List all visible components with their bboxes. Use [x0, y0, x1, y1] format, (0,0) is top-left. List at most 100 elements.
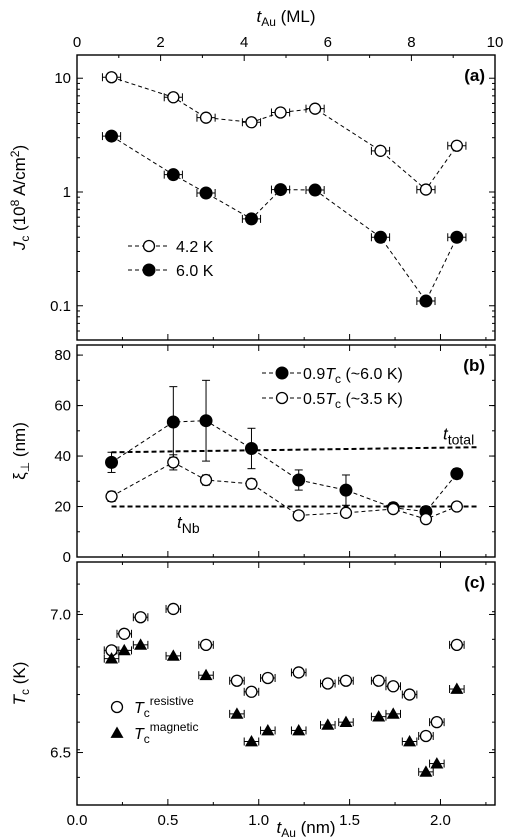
- panel-a-series-0-point: [374, 144, 387, 157]
- panel-b-series-0-point: [166, 415, 180, 429]
- y-tick-label: 6.5: [50, 745, 71, 762]
- panel-a-series-0-line: [111, 76, 458, 191]
- y-tick-label: 40: [54, 448, 71, 465]
- panel-b-legend-marker-0: [275, 366, 289, 380]
- panel-c-series-1-point: [117, 643, 131, 656]
- panel-c-series-1-point: [419, 765, 433, 777]
- panel-c-series-0-point: [118, 627, 131, 640]
- panel-b-series-1-point: [387, 502, 400, 516]
- top-x-tick-label: 2: [156, 34, 164, 51]
- panel-c-series-0-point: [292, 666, 305, 679]
- panel-c-legend-marker-0: [110, 700, 124, 714]
- panel-b-series-1-point: [105, 490, 118, 503]
- panel-b-legend-label-0: 0.9Tc (~6.0 K): [303, 366, 403, 386]
- panel-c-series-1-point: [134, 638, 148, 650]
- panel-c-frame: [76, 561, 496, 806]
- panel-b-reference-line-0: [111, 446, 477, 454]
- y-tick-label: 0.1: [50, 298, 71, 315]
- panel-c-series-0-point: [261, 671, 274, 685]
- panel-a-series-1-point: [166, 168, 180, 182]
- top-x-tick-label: 10: [487, 34, 504, 51]
- panel-b-series-1-point: [450, 500, 463, 513]
- panel-a-legend-label-0: 4.2 K: [176, 239, 214, 256]
- panel-b-legend-marker-1: [275, 391, 289, 405]
- panel-b-series-1-point: [419, 512, 433, 526]
- y-tick-label: 1: [63, 184, 71, 201]
- panel-c-series-0-point: [372, 674, 385, 687]
- y-tick-label: 80: [54, 347, 71, 364]
- panel-c-series-1-point: [321, 718, 335, 730]
- panel-a-series-1-point: [244, 212, 258, 226]
- panel-b-series-1-point: [167, 456, 180, 469]
- panel-c-series-1-point: [450, 682, 464, 694]
- panel-c-legend-label-0: Tcresistive: [134, 694, 194, 720]
- bottom-x-axis-title: tAu (nm): [276, 818, 335, 840]
- panel-a-series-0-point: [274, 106, 287, 119]
- y-tick-label: 20: [54, 499, 71, 516]
- panel-c-series-1-point: [105, 652, 119, 664]
- panel-c-series-1-point: [403, 734, 417, 747]
- panel-a-series-0-point: [167, 91, 180, 104]
- top-x-tick-label: 4: [240, 34, 248, 51]
- panel-a-series-1-point: [419, 294, 433, 308]
- panel-a-frame: [76, 54, 496, 341]
- panel-b-series-0-point: [339, 483, 353, 497]
- panel-c-series-0-point: [230, 674, 244, 687]
- panel-b-series-1-point: [339, 506, 353, 519]
- panel-c-series-0-point: [339, 674, 353, 687]
- top-x-tick-label: 8: [407, 34, 415, 51]
- panel-c-series-1-point: [166, 649, 180, 661]
- x-tick-label: 1.5: [339, 812, 360, 829]
- panel-a-series-0-point: [245, 116, 258, 129]
- y-tick-label: 7.0: [50, 606, 71, 623]
- panel-c-y-axis-title: Tc (K): [10, 662, 32, 706]
- panel-c-series-1-point: [230, 707, 244, 719]
- panel-a-series-0-point: [105, 71, 118, 84]
- panel-a-series-0-point: [308, 102, 322, 115]
- panel-a-series-1-point: [450, 230, 464, 244]
- panel-c-series-1-point: [292, 723, 306, 736]
- panel-frames: [76, 54, 496, 806]
- panel-c-series-0-point: [419, 729, 433, 743]
- top-x-tick-label: 0: [73, 34, 81, 51]
- panel-a-series-1-point: [374, 230, 388, 244]
- panel-c-series-0-point: [134, 611, 147, 624]
- panel-a-legend-label-1: 6.0 K: [176, 263, 214, 280]
- panel-b-series-0-point: [292, 473, 306, 487]
- panel-c-series-1-point: [199, 668, 213, 681]
- panel-a-series-1-point: [199, 186, 213, 200]
- panel-b-series-0-point: [105, 455, 119, 469]
- chart-marks: [101, 71, 477, 777]
- panel-b-reference-label-total: ttotal: [443, 425, 474, 448]
- panel-c-series-1-point: [244, 734, 258, 747]
- panel-a-y-axis-title: Jc (108 A/cm2): [8, 145, 32, 251]
- panel-c-series-0-point: [167, 602, 180, 616]
- panel-c-legend-label-1: Tcmagnetic: [134, 720, 198, 746]
- panel-a-legend-marker-1: [142, 263, 156, 277]
- panel-a-series-1-point: [105, 129, 119, 143]
- panel-c-series-0-point: [199, 638, 213, 651]
- panel-b-frame: [76, 344, 496, 558]
- panel-c-series-0-point: [245, 685, 258, 698]
- panel-c-series-1-point: [339, 715, 353, 728]
- x-tick-label: 0.5: [157, 812, 178, 829]
- panel-b-series-0-point: [450, 467, 464, 481]
- panel-a-series-1-point: [274, 183, 288, 197]
- panel-b-series-1-point: [199, 473, 213, 487]
- y-tick-label: 60: [54, 398, 71, 415]
- panel-b-series-1-point: [245, 477, 258, 490]
- panel-b-series-1-point: [292, 509, 305, 522]
- panel-a-series-0-point: [199, 111, 213, 124]
- panel-c-series-0-point: [403, 688, 416, 701]
- panel-c-series-0-point: [387, 680, 400, 693]
- y-tick-label: 10: [54, 70, 71, 87]
- panel-c-series-0-point: [430, 716, 443, 729]
- panel-c-tag: (c): [464, 573, 485, 592]
- panel-b-series-0-line: [111, 420, 458, 513]
- panel-a-tag: (a): [464, 66, 485, 85]
- panel-b-legend-label-1: 0.5Tc (~3.5 K): [303, 391, 403, 411]
- panel-b-y-axis-title: ξ⊥ (nm): [10, 422, 32, 480]
- panel-c-series-1-point: [386, 707, 400, 719]
- x-tick-label: 0.0: [67, 812, 88, 829]
